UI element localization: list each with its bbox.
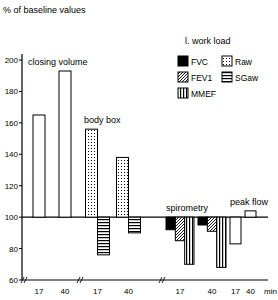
bar <box>59 71 71 217</box>
group-label: peak flow <box>230 197 269 207</box>
group-label: closing volume <box>28 57 88 67</box>
y-tick <box>19 248 22 249</box>
bar <box>33 115 45 217</box>
legend-label: FVC <box>191 57 208 67</box>
y-tick-label: 140 <box>5 150 19 159</box>
x-tick-label: 17 <box>93 287 102 296</box>
x-tick-label: 17 <box>35 287 44 296</box>
y-tick <box>19 185 22 186</box>
annotation: l. work load <box>185 36 231 46</box>
y-tick-label: 160 <box>5 119 19 128</box>
x-tick-label: 40 <box>61 287 70 296</box>
group-label: body box <box>84 115 121 125</box>
bar <box>129 217 141 233</box>
x-tick-label: 17 <box>176 287 185 296</box>
group-label: spirometry <box>166 203 209 213</box>
legend-swatch <box>222 72 232 82</box>
x-tick-label: 40 <box>124 287 133 296</box>
y-tick-label: 100 <box>5 213 19 222</box>
y-tick-label: 180 <box>5 87 19 96</box>
legend-swatch <box>178 88 188 98</box>
x-axis-label: min <box>264 287 277 296</box>
y-tick <box>19 122 22 123</box>
bar <box>86 129 98 217</box>
legend-label: Raw <box>235 57 253 67</box>
x-tick-label: 40 <box>246 287 255 296</box>
x-tick-label: 17 <box>231 287 240 296</box>
y-tick <box>19 217 22 218</box>
y-tick-label: 60 <box>9 276 18 285</box>
axis-title: % of baseline values <box>3 5 86 15</box>
x-axis <box>22 279 268 280</box>
x-tick-label: 40 <box>208 287 217 296</box>
y-axis <box>21 54 22 280</box>
y-tick <box>19 280 22 281</box>
bars <box>33 71 256 267</box>
y-tick-label: 80 <box>9 245 18 254</box>
legend-swatch <box>178 56 188 66</box>
bar <box>98 217 110 255</box>
legend-swatch <box>222 56 232 66</box>
bar <box>230 217 241 244</box>
y-tick <box>19 154 22 155</box>
legend-label: FEV1 <box>191 73 213 83</box>
bar <box>166 217 175 230</box>
legend-label: SGaw <box>235 73 259 83</box>
bar <box>117 157 129 217</box>
y-tick-label: 120 <box>5 182 19 191</box>
bar <box>175 217 184 241</box>
axis-break <box>77 277 83 283</box>
bar <box>245 211 256 217</box>
bar <box>217 217 226 267</box>
legend-label: MMEF <box>191 89 216 99</box>
bar <box>207 217 216 231</box>
y-tick-label: 200 <box>5 56 19 65</box>
y-tick <box>19 91 22 92</box>
bar <box>198 217 207 225</box>
y-tick <box>19 60 22 61</box>
legend-swatch <box>178 72 188 82</box>
axis-break <box>21 277 27 283</box>
bar <box>185 217 194 264</box>
axis-break <box>159 277 165 283</box>
